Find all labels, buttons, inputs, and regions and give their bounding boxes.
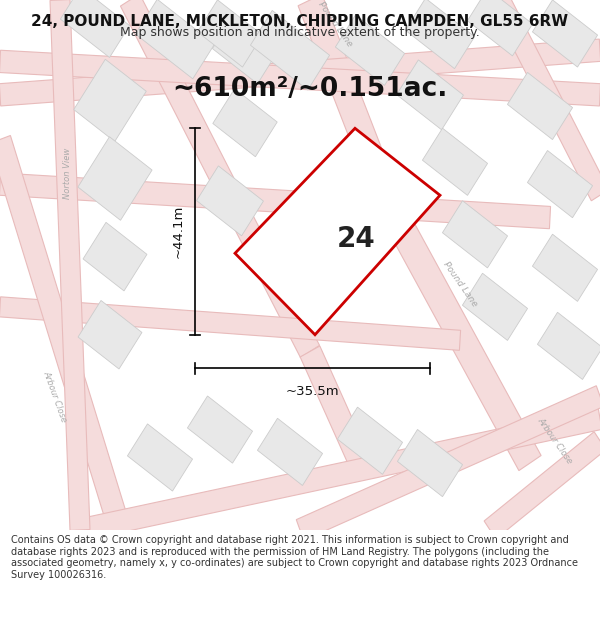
- Polygon shape: [0, 39, 600, 106]
- Polygon shape: [397, 60, 463, 130]
- Polygon shape: [300, 346, 370, 469]
- Polygon shape: [213, 89, 277, 157]
- Polygon shape: [250, 11, 329, 90]
- Polygon shape: [127, 424, 193, 491]
- Polygon shape: [422, 128, 488, 196]
- Polygon shape: [491, 0, 600, 201]
- Text: Norton View: Norton View: [64, 148, 73, 199]
- Text: Pound Lane: Pound Lane: [441, 261, 479, 309]
- Polygon shape: [197, 166, 263, 236]
- Polygon shape: [0, 173, 551, 229]
- Polygon shape: [136, 0, 215, 79]
- Polygon shape: [296, 386, 600, 541]
- Polygon shape: [508, 72, 572, 139]
- Polygon shape: [0, 297, 461, 351]
- Polygon shape: [61, 0, 130, 58]
- Polygon shape: [83, 222, 147, 291]
- Polygon shape: [538, 312, 600, 379]
- Polygon shape: [257, 418, 323, 486]
- Polygon shape: [532, 234, 598, 301]
- Polygon shape: [527, 151, 593, 218]
- Text: 24: 24: [337, 225, 376, 253]
- Polygon shape: [484, 432, 600, 539]
- Polygon shape: [0, 50, 600, 106]
- Polygon shape: [337, 407, 403, 474]
- Text: Arbour Close: Arbour Close: [536, 416, 574, 466]
- Text: 24, POUND LANE, MICKLETON, CHIPPING CAMPDEN, GL55 6RW: 24, POUND LANE, MICKLETON, CHIPPING CAMP…: [31, 14, 569, 29]
- Polygon shape: [335, 15, 404, 86]
- Polygon shape: [379, 199, 541, 471]
- Polygon shape: [187, 396, 253, 463]
- Polygon shape: [78, 301, 142, 369]
- Polygon shape: [235, 128, 440, 335]
- Polygon shape: [397, 429, 463, 497]
- Polygon shape: [463, 273, 527, 341]
- Polygon shape: [74, 59, 146, 141]
- Polygon shape: [406, 0, 475, 69]
- Text: Pound Lane: Pound Lane: [316, 1, 354, 49]
- Text: ~610m²/~0.151ac.: ~610m²/~0.151ac.: [172, 76, 448, 102]
- Text: Contains OS data © Crown copyright and database right 2021. This information is : Contains OS data © Crown copyright and d…: [11, 535, 578, 580]
- Polygon shape: [50, 0, 90, 531]
- Polygon shape: [532, 0, 598, 67]
- Polygon shape: [298, 0, 402, 212]
- Polygon shape: [467, 0, 533, 56]
- Text: Map shows position and indicative extent of the property.: Map shows position and indicative extent…: [120, 26, 480, 39]
- Polygon shape: [121, 0, 320, 357]
- Polygon shape: [197, 0, 263, 67]
- Text: Arbour Close: Arbour Close: [41, 369, 68, 423]
- Polygon shape: [78, 408, 600, 541]
- Polygon shape: [212, 17, 278, 84]
- Polygon shape: [78, 137, 152, 220]
- Text: ~35.5m: ~35.5m: [286, 385, 340, 398]
- Polygon shape: [442, 201, 508, 268]
- Text: ~44.1m: ~44.1m: [172, 205, 185, 258]
- Polygon shape: [0, 136, 130, 534]
